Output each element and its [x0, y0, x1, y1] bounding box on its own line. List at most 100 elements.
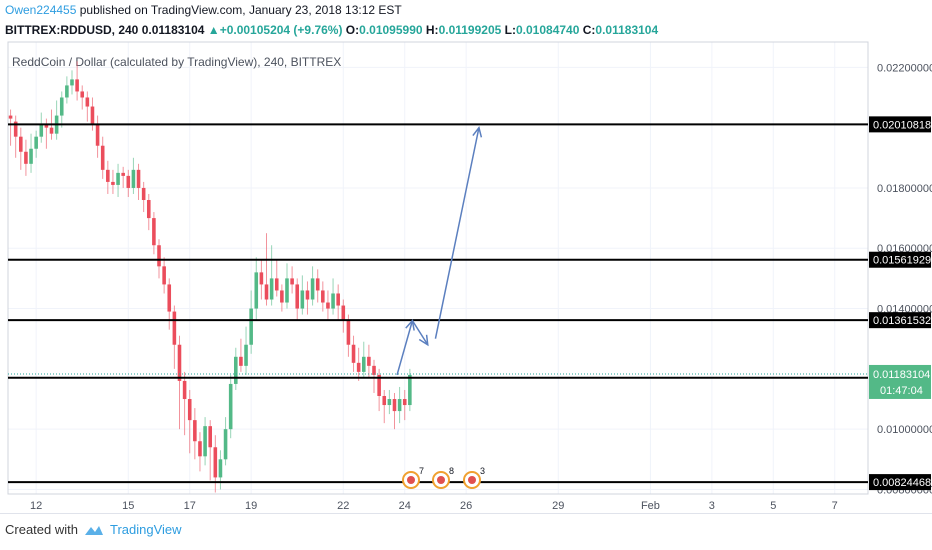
event-count-label: 8: [449, 466, 454, 476]
arrow-segment: [411, 320, 429, 346]
y-tick-label: 0.01000000: [877, 424, 932, 436]
candle-body: [198, 441, 202, 457]
candle-body: [106, 169, 110, 182]
chart-grid: [8, 42, 868, 494]
candle-body: [24, 151, 28, 164]
candle-body: [280, 290, 284, 303]
candle-body: [162, 266, 166, 285]
candle-body: [80, 91, 85, 98]
candle-body: [34, 136, 38, 149]
candle-body: [177, 344, 182, 381]
candle-body: [392, 399, 397, 412]
candle-body: [182, 380, 187, 400]
x-tick-label: 17: [184, 500, 196, 512]
arrow-segment: [434, 127, 480, 339]
event-count-label: 7: [419, 466, 424, 476]
close-value: 0.01183104: [595, 23, 659, 37]
x-tick-label: 24: [399, 500, 411, 512]
event-markers[interactable]: 7 8 3: [402, 466, 485, 489]
candle-body: [310, 278, 315, 300]
candle-body: [331, 293, 335, 309]
author-link[interactable]: Owen224455: [5, 3, 77, 17]
candle-body: [295, 284, 300, 309]
candle-body: [254, 272, 259, 309]
high-label: H:: [425, 23, 439, 37]
symbol-label: BITTREX:RDDUSD, 240: [5, 23, 139, 37]
level-price-tag: [869, 312, 931, 329]
candle-body: [167, 284, 172, 312]
candle-body: [234, 356, 238, 384]
candle-body: [85, 97, 90, 107]
x-tick-label: 19: [245, 500, 257, 512]
candle-body: [29, 148, 33, 164]
low-label: L:: [504, 23, 516, 37]
y-tick-label: 0.02200000: [877, 62, 932, 74]
candles-layer: [8, 61, 412, 493]
candle-body: [146, 200, 151, 219]
candle-body: [65, 85, 69, 98]
candle-body: [300, 290, 305, 309]
flag-icon: [468, 476, 476, 484]
candle-body: [49, 127, 54, 134]
candle-body: [382, 396, 387, 406]
open-value: 0.01095990: [359, 23, 423, 37]
projection-arrow[interactable]: [396, 125, 483, 376]
candle-body: [367, 356, 371, 366]
candle-body: [136, 169, 141, 188]
candle-body: [249, 308, 253, 345]
candle-body: [59, 97, 64, 116]
x-tick-label: 7: [832, 500, 838, 512]
tradingview-logo-icon: [84, 525, 103, 535]
x-tick-label: 15: [122, 500, 134, 512]
change-value: +0.00105204 (+9.76%): [219, 23, 343, 37]
footer-divider: [0, 513, 932, 514]
candle-body: [116, 172, 120, 185]
level-price-label: 0.01561929: [873, 255, 931, 267]
candle-body: [346, 320, 351, 345]
time-axis[interactable]: 12 15 17 19 22 24 26 29 Feb 3 5 7: [8, 493, 868, 512]
candle-body: [70, 79, 74, 86]
arrow-head: [472, 125, 483, 138]
tradingview-link[interactable]: TradingView: [109, 522, 182, 537]
candle-body: [244, 344, 248, 366]
x-tick-label: 26: [460, 500, 472, 512]
open-label: O:: [345, 23, 360, 37]
publish-info: published on TradingView.com, January 23…: [76, 3, 402, 17]
candle-body: [274, 278, 279, 291]
candle-body: [336, 293, 340, 306]
candle-body: [13, 121, 18, 137]
candle-body: [326, 302, 330, 309]
candle-body: [157, 245, 161, 267]
candle-body: [361, 356, 366, 372]
level-lines[interactable]: [8, 123, 868, 484]
candle-body: [264, 284, 269, 300]
candle-body: [126, 175, 131, 188]
candle-body: [213, 447, 218, 478]
event-count-label: 3: [480, 466, 485, 476]
candle-body: [44, 124, 49, 128]
publish-header: Owen224455 published on TradingView.com,…: [5, 3, 402, 17]
candle-body: [193, 420, 197, 442]
last-price: 0.01183104: [141, 23, 205, 37]
price-axis[interactable]: 0.022000000.018000000.016000000.01400000…: [869, 62, 932, 496]
level-price-label: 0.02010818: [873, 119, 931, 131]
candle-body: [208, 426, 212, 448]
candle-body: [152, 218, 156, 246]
candle-body: [315, 278, 320, 291]
candle-body: [356, 362, 361, 372]
close-label: C:: [582, 23, 596, 37]
x-tick-label: 29: [552, 500, 564, 512]
arrow-head: [418, 334, 429, 347]
x-tick-label: 5: [770, 500, 776, 512]
candle-body: [121, 172, 125, 176]
flag-icon: [407, 476, 415, 484]
candle-body: [111, 181, 115, 185]
current-price-tag: [869, 364, 931, 399]
candle-body: [131, 169, 136, 188]
level-price-tag: [869, 251, 931, 268]
candle-body: [290, 278, 294, 285]
countdown-timer: 01:47:04: [880, 385, 923, 397]
candle-body: [75, 79, 79, 92]
x-tick-label: Feb: [641, 500, 660, 512]
